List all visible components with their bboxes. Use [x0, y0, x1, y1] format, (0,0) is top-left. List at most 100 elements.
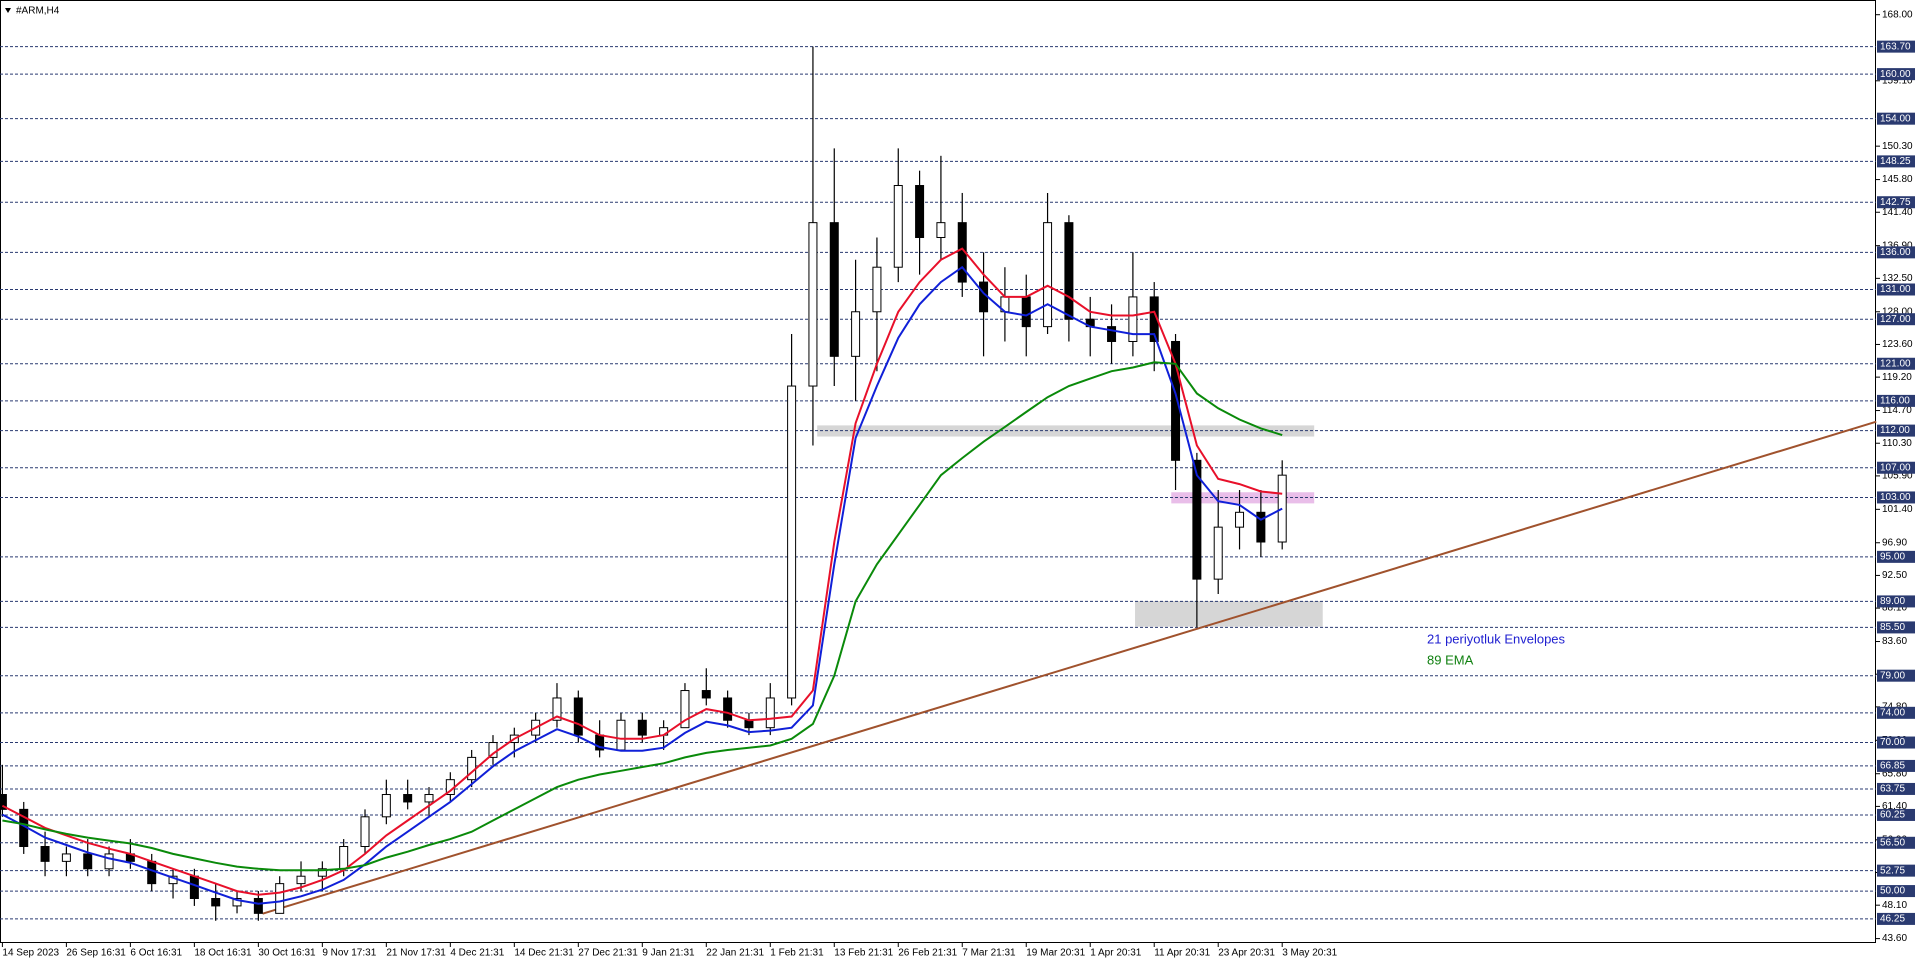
- indicator-line: [1, 247, 1283, 896]
- level-label-box: [1877, 621, 1915, 634]
- x-tick-label: 13 Feb 21:31: [834, 948, 893, 959]
- level-label: 46.25: [1880, 914, 1905, 925]
- x-tick-label: 9 Jan 21:31: [642, 948, 695, 959]
- x-tick-label: 18 Oct 16:31: [194, 948, 252, 959]
- level-label: 79.00: [1880, 670, 1905, 681]
- x-tick-label: 4 Dec 21:31: [450, 948, 504, 959]
- x-tick-label: 1 Feb 21:31: [770, 948, 824, 959]
- candle-body: [872, 266, 882, 313]
- candle-body: [189, 875, 199, 899]
- y-tick-label: 96.90: [1882, 537, 1907, 548]
- candle-body: [1064, 222, 1074, 320]
- x-tick-label: 26 Sep 16:31: [66, 948, 126, 959]
- x-tick-label: 27 Dec 21:31: [578, 948, 638, 959]
- zone: [1135, 601, 1323, 627]
- x-tick-label: 11 Apr 20:31: [1154, 948, 1210, 959]
- level-label: 148.25: [1880, 156, 1911, 167]
- candle-body: [1021, 296, 1031, 328]
- level-label-box: [1877, 394, 1915, 407]
- candle-body: [403, 794, 413, 803]
- x-tick-label: 3 May 20:31: [1282, 948, 1337, 959]
- candle-body: [851, 311, 861, 357]
- candle-body: [61, 853, 71, 862]
- candle-body: [1256, 511, 1266, 543]
- level-label-box: [1877, 313, 1915, 326]
- candle-body: [232, 897, 242, 907]
- y-tick-label: 110.30: [1882, 438, 1912, 449]
- candle-body: [83, 853, 93, 870]
- menu-arrow[interactable]: [5, 8, 11, 13]
- level-label: 154.00: [1880, 113, 1911, 124]
- plot-frame: [0, 0, 1876, 943]
- level-label: 136.00: [1880, 247, 1911, 258]
- level-label: 89.00: [1880, 596, 1905, 607]
- y-tick-label: 83.60: [1882, 636, 1907, 647]
- x-tick-label: 6 Oct 16:31: [130, 948, 182, 959]
- x-tick-label: 30 Oct 16:31: [258, 948, 316, 959]
- level-label: 85.50: [1880, 622, 1905, 633]
- y-tick-label: 159.10: [1882, 75, 1913, 86]
- candle-body: [616, 719, 626, 751]
- level-label: 63.75: [1880, 784, 1905, 795]
- indicator-line: [1, 265, 1283, 905]
- candle-body: [637, 719, 647, 736]
- level-label-box: [1877, 246, 1915, 259]
- level-label: 107.00: [1880, 462, 1911, 473]
- candle-body: [723, 697, 733, 721]
- y-tick-label: 123.60: [1882, 339, 1913, 350]
- x-tick-label: 26 Feb 21:31: [898, 948, 957, 959]
- candle-body: [744, 719, 754, 729]
- x-tick-label: 14 Dec 21:31: [514, 948, 574, 959]
- candle-body: [317, 868, 327, 877]
- level-label-box: [1877, 491, 1915, 504]
- level-label: 160.00: [1880, 69, 1911, 80]
- level-label-box: [1877, 736, 1915, 749]
- level-label: 70.00: [1880, 737, 1905, 748]
- candle-body: [360, 816, 370, 848]
- level-label-box: [1877, 357, 1915, 370]
- candle-body: [1171, 340, 1181, 461]
- y-tick-label: 101.40: [1882, 504, 1913, 515]
- x-tick-label: 21 Nov 17:31: [386, 948, 446, 959]
- candle-body: [1192, 459, 1202, 580]
- y-tick-label: 114.70: [1882, 405, 1912, 416]
- chart-title: #ARM,H4: [16, 6, 60, 17]
- level-label-box: [1877, 283, 1915, 296]
- x-tick-label: 22 Jan 21:31: [706, 948, 764, 959]
- level-label-box: [1877, 40, 1915, 53]
- level-label-box: [1877, 424, 1915, 437]
- y-tick-label: 145.80: [1882, 174, 1913, 185]
- level-label: 52.75: [1880, 865, 1905, 876]
- annotation: 89 EMA: [1427, 652, 1474, 667]
- y-tick-label: 65.80: [1882, 768, 1907, 779]
- level-label-box: [1877, 461, 1915, 474]
- y-tick-label: 61.40: [1882, 801, 1907, 812]
- level-label: 163.70: [1880, 41, 1911, 52]
- candle-body: [211, 897, 221, 907]
- candle-body: [936, 222, 946, 239]
- candle-body: [893, 185, 903, 268]
- candle-body: [701, 690, 711, 699]
- candle-body: [787, 385, 797, 699]
- level-label-box: [1877, 912, 1915, 925]
- x-tick-label: 14 Sep 2023: [2, 948, 59, 959]
- candle-body: [1277, 474, 1287, 543]
- candle-body: [424, 794, 434, 803]
- candle-body: [1043, 222, 1053, 328]
- y-tick-label: 128.00: [1882, 306, 1913, 317]
- x-tick-label: 7 Mar 21:31: [962, 948, 1016, 959]
- level-label: 103.00: [1880, 492, 1911, 503]
- x-tick-label: 1 Apr 20:31: [1090, 948, 1142, 959]
- level-label: 50.00: [1880, 886, 1905, 897]
- level-label-box: [1877, 595, 1915, 608]
- level-label: 60.25: [1880, 810, 1905, 821]
- y-tick-label: 105.90: [1882, 471, 1913, 482]
- y-tick-label: 88.10: [1882, 603, 1907, 614]
- y-tick-label: 119.20: [1882, 372, 1912, 383]
- level-label: 112.00: [1880, 425, 1910, 436]
- level-label-box: [1877, 196, 1915, 209]
- annotation: 21 periyotluk Envelopes: [1427, 631, 1566, 646]
- level-label: 116.00: [1880, 396, 1910, 407]
- level-label: 95.00: [1880, 552, 1905, 563]
